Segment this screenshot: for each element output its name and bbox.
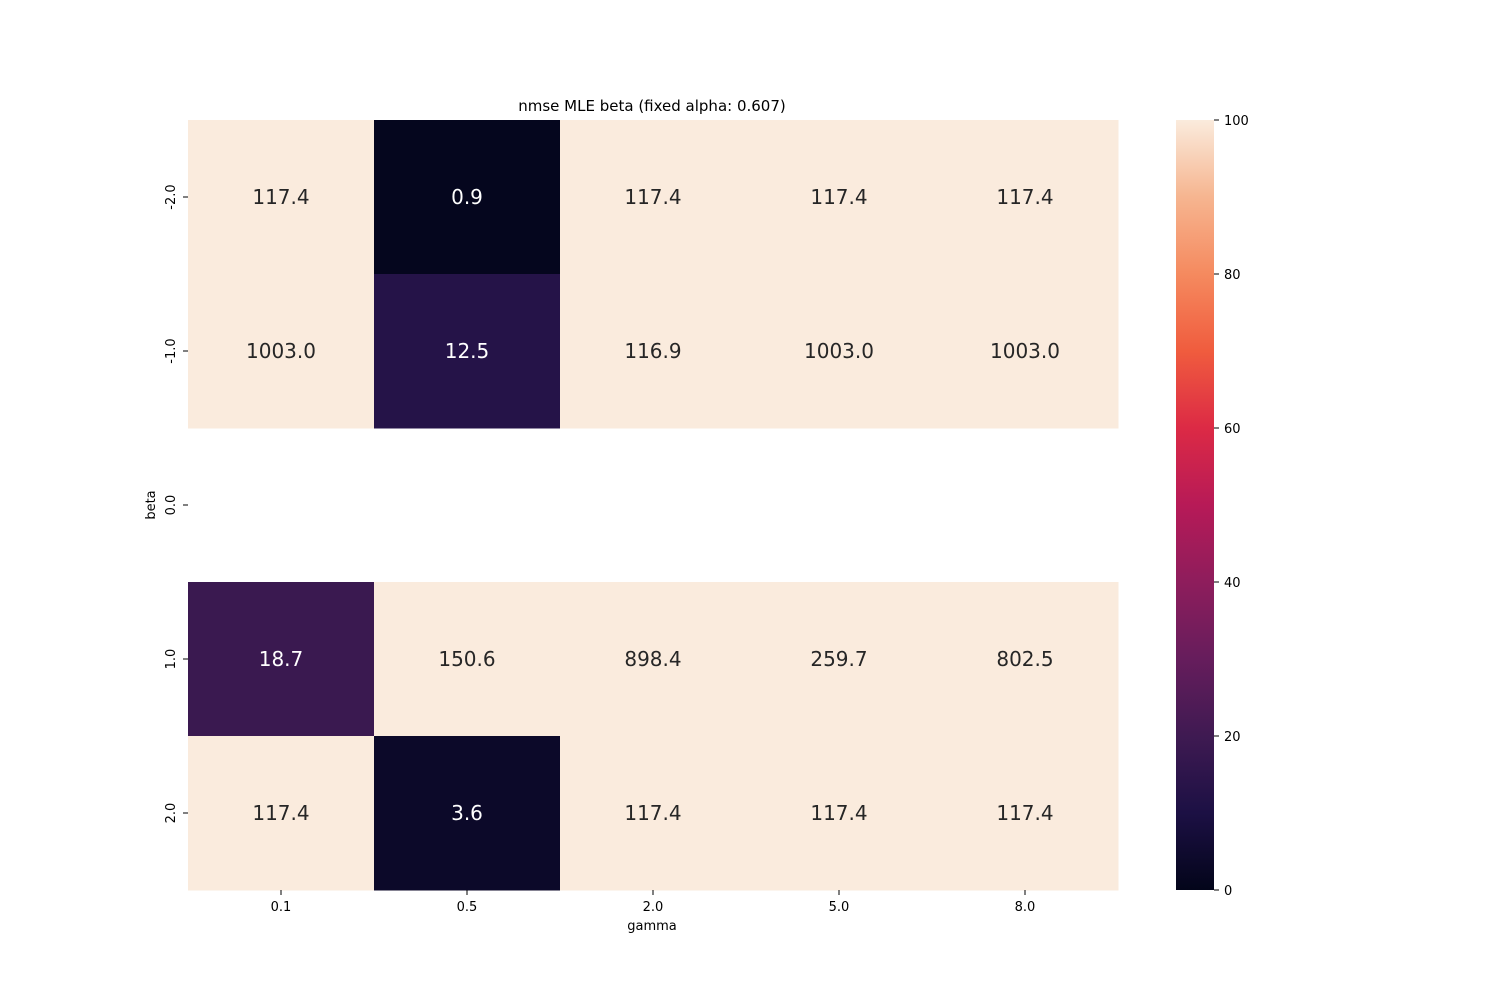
heatmap-cell xyxy=(560,274,747,429)
cell-value-label: 117.4 xyxy=(996,801,1053,825)
heatmap-cells xyxy=(188,120,1119,891)
heatmap-cell xyxy=(560,736,747,891)
cell-value-label: 1003.0 xyxy=(246,339,316,363)
heatmap-cell xyxy=(374,582,561,737)
x-tick-label: 0.1 xyxy=(271,900,292,915)
colorbar-tick-label: 20 xyxy=(1224,730,1241,745)
colorbar-tick-label: 100 xyxy=(1224,114,1249,129)
heatmap-cell xyxy=(188,274,375,429)
y-tick-label: 1.0 xyxy=(164,649,179,670)
y-tick-label: -2.0 xyxy=(164,184,179,209)
cell-value-label: 3.6 xyxy=(451,801,483,825)
cell-value-label: 117.4 xyxy=(624,801,681,825)
x-axis-ticks: 0.1 0.5 2.0 5.0 8.0 xyxy=(271,890,1036,915)
cell-value-label: 116.9 xyxy=(624,339,681,363)
colorbar-tick-label: 0 xyxy=(1224,884,1232,899)
y-tick-label: -1.0 xyxy=(164,338,179,363)
cell-value-label: 1003.0 xyxy=(804,339,874,363)
cell-value-label: 0.9 xyxy=(451,185,483,209)
heatmap-cell xyxy=(188,582,375,737)
heatmap-cell xyxy=(374,120,561,275)
colorbar-tick-label: 60 xyxy=(1224,422,1241,437)
chart-title: nmse MLE beta (fixed alpha: 0.607) xyxy=(518,97,786,115)
heatmap-cell xyxy=(932,274,1119,429)
cell-value-label: 117.4 xyxy=(810,185,867,209)
x-tick-label: 8.0 xyxy=(1015,900,1036,915)
colorbar-tick-label: 40 xyxy=(1224,576,1241,591)
colorbar-ticks: 0 20 40 60 80 100 xyxy=(1214,114,1249,899)
cell-value-label: 18.7 xyxy=(259,647,304,671)
heatmap-cell xyxy=(374,274,561,429)
heatmap-cell xyxy=(188,120,375,275)
cell-value-label: 117.4 xyxy=(252,185,309,209)
colorbar xyxy=(1176,120,1214,890)
y-axis-ticks: -2.0 -1.0 0.0 1.0 2.0 xyxy=(164,184,188,823)
x-tick-label: 5.0 xyxy=(829,900,850,915)
colorbar-tick-label: 80 xyxy=(1224,268,1241,283)
x-axis-label: gamma xyxy=(627,919,677,934)
heatmap-cell xyxy=(560,120,747,275)
cell-value-label: 117.4 xyxy=(810,801,867,825)
cell-value-label: 150.6 xyxy=(438,647,495,671)
y-tick-label: 0.0 xyxy=(164,495,179,516)
heatmap-cell xyxy=(188,736,375,891)
heatmap-cell xyxy=(746,582,933,737)
y-tick-label: 2.0 xyxy=(164,803,179,824)
cell-value-label: 117.4 xyxy=(252,801,309,825)
cell-value-label: 117.4 xyxy=(624,185,681,209)
heatmap-cell xyxy=(560,582,747,737)
cell-value-label: 259.7 xyxy=(810,647,867,671)
heatmap-cell xyxy=(746,736,933,891)
x-tick-label: 0.5 xyxy=(457,900,478,915)
cell-value-label: 117.4 xyxy=(996,185,1053,209)
cell-value-label: 802.5 xyxy=(996,647,1053,671)
cell-value-label: 12.5 xyxy=(445,339,490,363)
heatmap-cell xyxy=(746,274,933,429)
heatmap-cell xyxy=(932,736,1119,891)
y-axis-label: beta xyxy=(144,490,159,519)
heatmap-cell xyxy=(932,120,1119,275)
heatmap-cell xyxy=(746,120,933,275)
cell-value-label: 898.4 xyxy=(624,647,681,671)
heatmap-cell xyxy=(374,736,561,891)
cell-annotations: 117.4 0.9 117.4 117.4 117.4 1003.0 12.5 116.9 10… xyxy=(246,185,1060,825)
heatmap-cell xyxy=(932,582,1119,737)
cell-value-label: 1003.0 xyxy=(990,339,1060,363)
x-tick-label: 2.0 xyxy=(643,900,664,915)
